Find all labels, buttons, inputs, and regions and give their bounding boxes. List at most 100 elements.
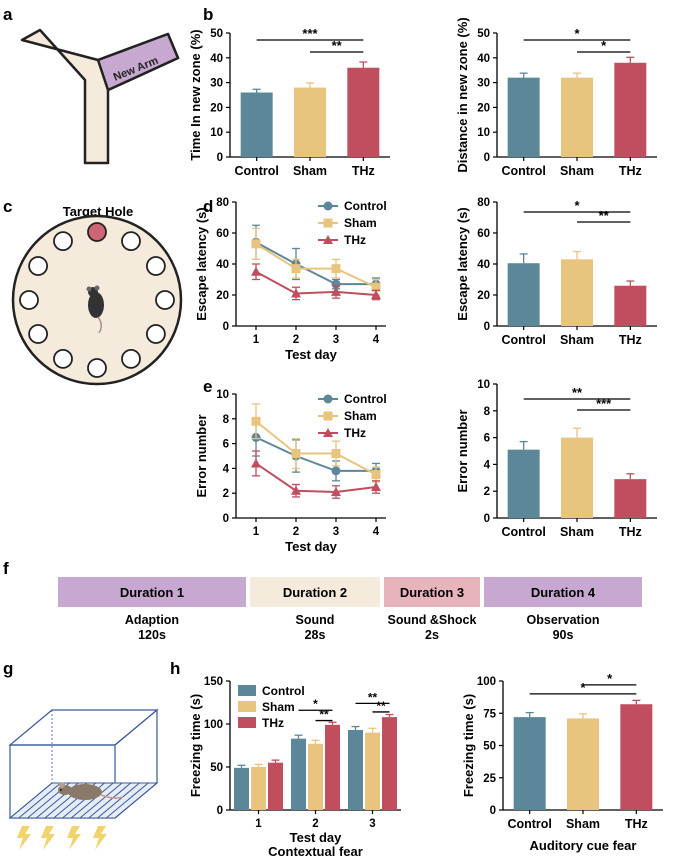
cage-top [8,709,159,746]
escape-hole [87,358,107,378]
lightning-icon [41,826,55,850]
y-axis-label: Escape latency (s) [455,207,470,320]
x-tick-label: Sham [560,525,594,539]
bar-sham [251,767,266,810]
y-tick-label: 10 [477,127,490,139]
legend-marker [323,428,333,437]
duration-label: Duration 4 [531,585,596,600]
y-tick-label: 40 [477,53,490,65]
data-point-thz [251,458,261,468]
y-axis-label: Freezing time (s) [461,694,476,797]
bar-sham [561,437,593,518]
data-point-control [331,466,341,476]
legend-marker [323,218,333,228]
panel-label-f: f [3,559,9,578]
significance-marker: ** [368,690,378,704]
x-tick-label: 2 [293,334,299,346]
chart-error-number-by-day: 0 2 4 6 8 10 Error number 1 2 3 4 Test day Control Sh… [194,389,387,554]
significance-marker: * [313,697,318,711]
panel-label-e: e [203,377,212,396]
series-line-control [255,241,376,286]
panel-label-b: b [203,5,213,24]
chart-caption: Contextual fear [268,844,363,859]
legend-swatch [238,701,256,712]
y-tick-label: 60 [216,228,229,240]
escape-hole [121,348,141,369]
x-tick-label: 3 [333,526,339,538]
duration-time: 2s [425,628,439,642]
data-point-thz [331,286,341,296]
bar-thz [268,762,283,810]
data-point-thz [331,486,341,496]
x-tick-label: THz [625,817,648,831]
y-axis-label: Error number [194,414,209,497]
bar-thz [325,724,340,810]
escape-hole [53,231,73,252]
bar-sham [294,87,326,157]
duration-phase: Sound [296,613,335,627]
escape-hole [121,231,141,252]
x-tick-label: 1 [253,334,260,346]
y-tick-label: 8 [223,414,230,426]
bar-control [507,77,540,157]
duration-label: Duration 2 [283,585,347,600]
significance-marker: * [574,198,580,213]
grid-bar [70,782,114,819]
legend-marker [323,394,333,404]
significance-marker: ** [376,699,386,713]
rat-icon [58,782,124,800]
data-point-sham [291,449,301,459]
duration-time: 120s [138,628,166,642]
duration-block [484,577,642,607]
data-point-sham [371,470,381,480]
data-point-thz [291,485,301,495]
chart-distance-in-new-zone: 0 10 20 30 40 50 Distance in new zone (%) Contr… [455,17,657,178]
chart-escape-latency-by-day: 0 20 40 60 80 Escape latency (s) 1 2 3 4 Test day C… [194,197,387,362]
data-point-sham [291,264,301,274]
bar-control [507,449,540,518]
chart-escape-latency-total: 0 20 40 60 80 Escape latency (s) Control Sham TH… [455,197,657,347]
x-tick-label: 3 [333,334,339,346]
y-tick-label: 0 [490,805,496,817]
panel-label-h: h [170,659,180,678]
x-tick-label: THz [619,333,642,347]
data-point-sham [251,239,261,249]
y-tick-label: 2 [223,488,229,500]
bar-thz [620,704,653,810]
y-tick-label: 0 [217,152,223,164]
y-axis-label: Time In new zone (%) [188,29,203,160]
data-point-thz [291,288,301,298]
x-tick-label: 2 [312,818,318,830]
y-tick-label: 0 [484,152,490,164]
grid-bar [105,782,149,819]
bar-control [348,730,363,810]
y-tick-label: 10 [477,379,490,391]
duration-phase: Observation [527,613,600,627]
escape-hole [145,324,166,344]
duration-time: 90s [553,628,574,642]
x-tick-label: 4 [373,526,380,538]
y-tick-label: 75 [483,708,496,720]
legend-label: Control [262,684,305,698]
significance-marker: * [574,26,580,41]
x-tick-label: 2 [293,526,299,538]
data-point-thz [371,290,381,299]
lightning-icon [67,826,81,850]
bar-control [234,767,249,810]
y-tick-label: 20 [210,102,223,114]
mouse-icon [86,285,104,334]
fear-cage [8,708,159,850]
y-tick-label: 20 [477,102,490,114]
y-maze-new-arm [96,32,180,92]
bar-control [507,263,540,326]
escape-hole [155,290,175,310]
duration-block [58,577,246,607]
y-tick-label: 4 [223,463,230,475]
y-tick-label: 20 [477,290,490,302]
y-tick-label: 100 [204,719,223,731]
x-tick-label: Control [234,164,278,178]
significance-marker: * [607,671,613,686]
x-tick-label: Sham [566,817,600,831]
